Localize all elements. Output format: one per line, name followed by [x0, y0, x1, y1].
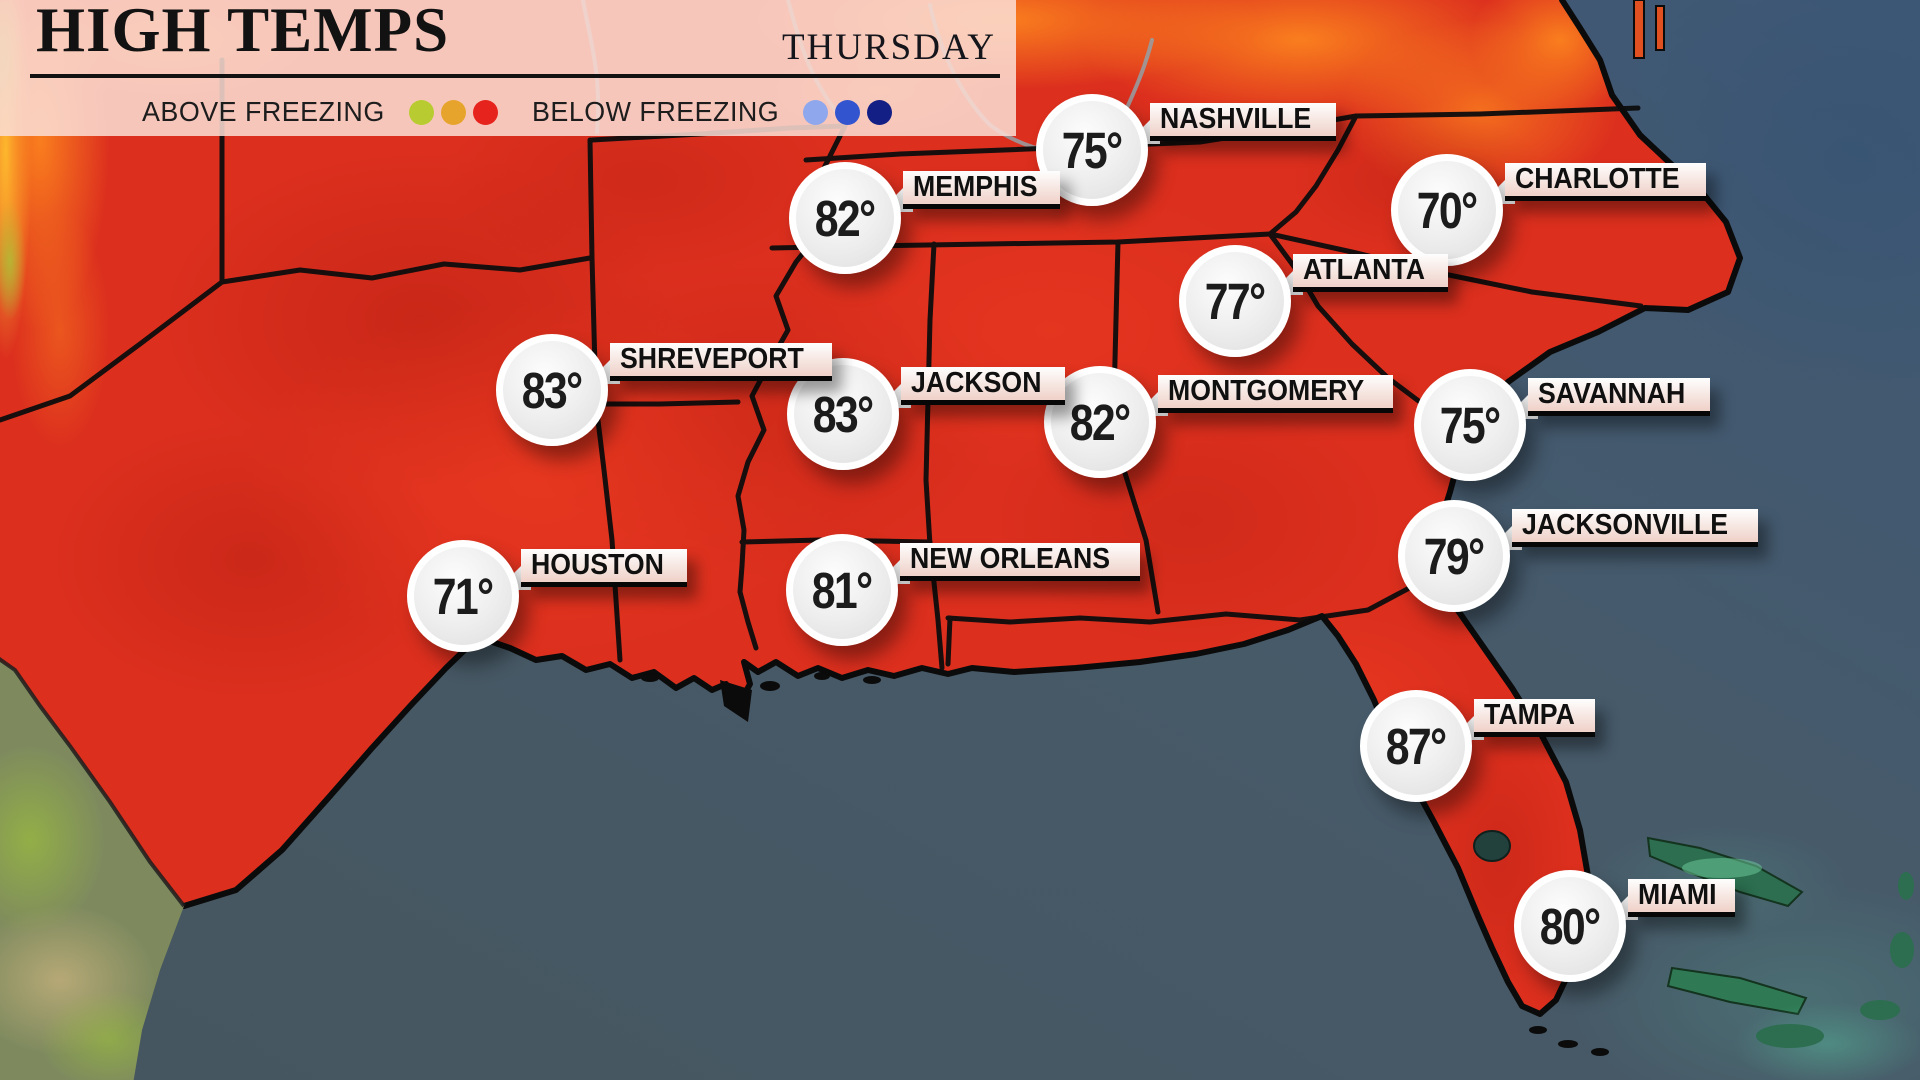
city-name-text: ATLANTA: [1303, 254, 1426, 286]
legend-color-dot: [803, 99, 829, 125]
city-name-text: NASHVILLE: [1160, 103, 1312, 135]
city-name-text: TAMPA: [1484, 699, 1575, 731]
temperature-bubble: 70°: [1391, 154, 1503, 266]
temperature-value: 83°: [813, 385, 874, 443]
legend-above-freezing-label: ABOVE FREEZING: [142, 96, 385, 127]
temperature-value: 80°: [1540, 897, 1601, 955]
temperature-bubble: 82°: [789, 162, 901, 274]
city-name-text: NEW ORLEANS: [910, 543, 1111, 575]
temperature-value: 79°: [1424, 527, 1485, 585]
temperature-value: 83°: [522, 361, 583, 419]
temperature-value: 70°: [1417, 181, 1478, 239]
city-name-text: SHREVEPORT: [620, 343, 804, 375]
rio-grande: [0, 657, 186, 908]
temperature-value: 82°: [1070, 393, 1131, 451]
temperature-bubble: 87°: [1360, 690, 1472, 802]
city-name-text: SAVANNAH: [1538, 378, 1686, 410]
city-name-text: MONTGOMERY: [1168, 375, 1365, 407]
temperature-bubble: 83°: [787, 358, 899, 470]
below-freezing-color-dots: [803, 99, 893, 125]
above-freezing-color-dots: [408, 99, 498, 125]
header-divider: [30, 74, 1000, 78]
header-panel: HIGH TEMPS THURSDAY ABOVE FREEZING BELOW…: [0, 0, 1016, 136]
legend-below-freezing-label: BELOW FREEZING: [531, 96, 779, 127]
lake-okeechobee: [1473, 830, 1511, 862]
temperature-value: 82°: [815, 189, 876, 247]
temperature-bubble: 77°: [1179, 245, 1291, 357]
barrier-islands: [1633, 0, 1665, 59]
city-name-text: MIAMI: [1638, 879, 1717, 911]
day-label: THURSDAY: [781, 27, 996, 68]
city-label: JACKSON: [901, 367, 1065, 405]
temperature-value: 87°: [1386, 717, 1447, 775]
legend-color-dot: [835, 99, 861, 125]
bahamas-islands: [1646, 836, 1920, 1080]
temperature-bubble: 82°: [1044, 366, 1156, 478]
temperature-bubble: 75°: [1414, 369, 1526, 481]
city-name-text: CHARLOTTE: [1515, 163, 1680, 195]
city-label: MIAMI: [1628, 879, 1736, 917]
city-label: MONTGOMERY: [1158, 375, 1394, 413]
temperature-value: 81°: [812, 561, 873, 619]
city-label: SAVANNAH: [1528, 378, 1711, 416]
temperature-bubble: 71°: [407, 540, 519, 652]
delta-marsh: [641, 672, 1609, 1056]
city-label: TAMPA: [1474, 699, 1595, 737]
coastline: [181, 0, 1743, 1017]
city-name-text: JACKSONVILLE: [1522, 509, 1729, 541]
city-label: SHREVEPORT: [610, 343, 832, 381]
temperature-value: 71°: [433, 567, 494, 625]
city-name-text: HOUSTON: [531, 549, 664, 581]
legend-color-dot: [440, 99, 466, 125]
temperature-value: 75°: [1440, 396, 1501, 454]
temperature-bubble: 79°: [1398, 500, 1510, 612]
city-label: CHARLOTTE: [1505, 163, 1706, 201]
city-label: MEMPHIS: [903, 171, 1061, 209]
city-name-text: MEMPHIS: [913, 171, 1038, 203]
legend-color-dot: [408, 99, 434, 125]
legend-color-dot: [867, 99, 893, 125]
city-label: NEW ORLEANS: [900, 543, 1140, 581]
city-label: NASHVILLE: [1150, 103, 1337, 141]
legend-color-dot: [472, 99, 498, 125]
city-label: JACKSONVILLE: [1512, 509, 1758, 547]
city-label: HOUSTON: [521, 549, 688, 587]
page-title: HIGH TEMPS: [36, 0, 450, 65]
temperature-bubble: 81°: [786, 534, 898, 646]
city-label: ATLANTA: [1293, 254, 1448, 292]
temperature-value: 77°: [1205, 272, 1266, 330]
temperature-bubble: 80°: [1514, 870, 1626, 982]
city-name-text: JACKSON: [911, 367, 1042, 399]
legend: ABOVE FREEZING BELOW FREEZING: [0, 95, 1016, 129]
temperature-value: 75°: [1062, 121, 1123, 179]
temperature-bubble: 83°: [496, 334, 608, 446]
